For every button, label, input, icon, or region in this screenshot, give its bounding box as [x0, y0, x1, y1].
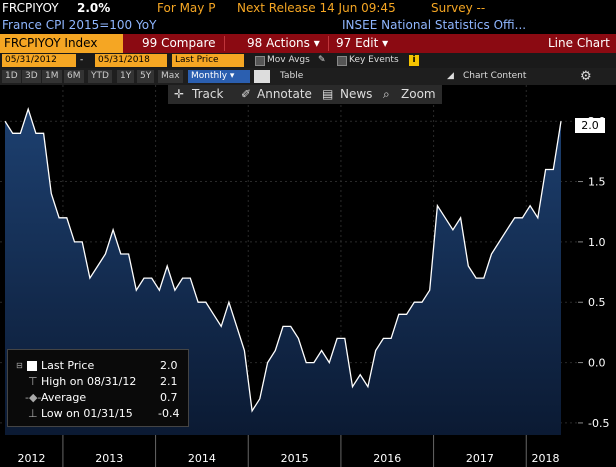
security-header: FRCPIYOY 2.0% For May P Next Release 14 …	[0, 0, 616, 17]
period-button-1m[interactable]: 1M	[42, 70, 62, 83]
pencil-icon[interactable]: ✎	[318, 55, 326, 65]
x-tick-label: 2016	[373, 452, 401, 465]
period-button-5y[interactable]: 5Y	[137, 70, 155, 83]
key-events-checkbox[interactable]	[337, 56, 347, 66]
legend: ⊟ Last Price 2.0 ⊤ High on 08/31/12 2.1 …	[7, 349, 189, 427]
x-tick-label: 2018	[532, 452, 560, 465]
price-line	[4, 106, 562, 413]
divider	[224, 36, 225, 51]
gear-icon[interactable]: ⚙	[580, 69, 592, 84]
legend-row-average: -◆- Average 0.7	[8, 390, 188, 406]
source: INSEE National Statistics Offi...	[342, 18, 527, 32]
chart-type-button[interactable]: Line Chart	[548, 36, 610, 50]
legend-value: 2.0	[160, 359, 178, 372]
legend-row-high: ⊤ High on 08/31/12 2.1	[8, 374, 188, 390]
swatch-icon	[27, 361, 37, 371]
mov-avgs-checkbox[interactable]	[255, 56, 265, 66]
period-bar: 1D 3D 1M 6M YTD 1Y 5Y Max Monthly ▾ Table ◢ Cha…	[0, 68, 616, 85]
legend-value: 2.1	[160, 375, 178, 388]
mov-avgs-label: Mov Avgs	[267, 55, 310, 65]
index-field[interactable]: FRCPIYOY Index	[0, 34, 123, 53]
chart-tools-bar: ✛ Track ✐ Annotate ▤ News ⌕ Zoom	[168, 85, 442, 104]
divider	[328, 36, 329, 51]
y-tick-label: -0.5	[588, 417, 609, 430]
actions-button[interactable]: 98 Actions ▾	[247, 34, 320, 53]
info-icon[interactable]: i	[409, 55, 419, 66]
period-button-ytd[interactable]: YTD	[88, 70, 112, 83]
x-tick-label: 2012	[17, 452, 45, 465]
compare-button[interactable]: 99 Compare	[142, 36, 216, 50]
x-tick-label: 2015	[281, 452, 309, 465]
table-button[interactable]: Table	[280, 71, 304, 81]
x-axis-band	[0, 435, 616, 467]
annotate-icon[interactable]: ✐	[241, 87, 252, 101]
y-tick-label: 1.0	[588, 236, 606, 249]
average-marker-icon: -◆-	[25, 391, 42, 404]
frequency-label: Monthly	[191, 71, 228, 81]
y-tick-label: 0.0	[588, 357, 606, 370]
high-marker-icon: ⊤	[28, 375, 38, 388]
legend-row-low: ⊥ Low on 01/31/15 -0.4	[8, 406, 188, 422]
date-range-bar: 05/31/2012 - 05/31/2018 Last Price Mov A…	[0, 53, 616, 68]
zoom-button[interactable]: Zoom	[401, 87, 436, 101]
date-dash: -	[80, 55, 84, 65]
chevron-down-icon: ▾	[313, 36, 320, 50]
chevron-down-icon: ▾	[382, 36, 389, 50]
y-tick-label: 1.5	[588, 176, 606, 189]
line-chart-icon[interactable]	[254, 70, 270, 83]
x-tick-label: 2014	[188, 452, 216, 465]
edit-button[interactable]: 97 Edit ▾	[336, 34, 388, 53]
legend-label: Average	[41, 391, 87, 404]
chart-content-button[interactable]: Chart Content	[463, 71, 527, 81]
news-button[interactable]: News	[340, 87, 373, 101]
x-tick-label: 2013	[95, 452, 123, 465]
y-axis: 2.0 1.5 1.0 0.5 0.0 -0.5	[578, 115, 609, 430]
period-button-max[interactable]: Max	[158, 70, 183, 83]
security-description: France CPI 2015=100 YoY	[2, 18, 157, 32]
ticker: FRCPIYOY	[2, 1, 59, 15]
edit-label: 97 Edit	[336, 36, 379, 50]
chart-content-icon[interactable]: ◢	[447, 71, 454, 81]
crosshair-icon[interactable]: ✛	[174, 87, 185, 101]
survey: Survey --	[431, 1, 486, 15]
legend-row-last: ⊟ Last Price 2.0	[8, 358, 188, 374]
period-button-6m[interactable]: 6M	[64, 70, 84, 83]
period-button-1d[interactable]: 1D	[2, 70, 21, 83]
security-subheader: France CPI 2015=100 YoY INSEE National S…	[0, 17, 616, 34]
x-axis: 2012 2013 2014 2015 2016 2017 2018	[17, 435, 560, 467]
low-marker-icon: ⊥	[28, 407, 38, 420]
field-label: Last Price	[175, 55, 219, 65]
y-tick-label: 0.5	[588, 296, 606, 309]
period-button-1y[interactable]: 1Y	[117, 70, 135, 83]
chevron-down-icon: ▾	[229, 71, 235, 81]
start-date-field[interactable]: 05/31/2012	[2, 54, 76, 67]
key-events-label: Key Events	[349, 55, 399, 65]
current-value-tag: 2.0	[575, 118, 605, 133]
news-icon[interactable]: ▤	[322, 87, 334, 101]
current-value: 2.0%	[77, 1, 111, 15]
frequency-selector[interactable]: Monthly ▾	[188, 70, 250, 83]
x-tick-label: 2017	[466, 452, 494, 465]
function-toolbar: FRCPIYOY Index 99 Compare 98 Actions ▾ 9…	[0, 34, 616, 53]
actions-label: 98 Actions	[247, 36, 310, 50]
legend-value: -0.4	[158, 407, 180, 420]
legend-label: Last Price	[41, 359, 95, 372]
for-period: For May P	[157, 1, 216, 15]
annotate-button[interactable]: Annotate	[257, 87, 312, 101]
next-release: Next Release 14 Jun 09:45	[237, 1, 396, 15]
period-button-3d[interactable]: 3D	[22, 70, 41, 83]
track-button[interactable]: Track	[192, 87, 224, 101]
field-selector[interactable]: Last Price	[172, 54, 244, 67]
collapse-icon[interactable]: ⊟	[16, 361, 23, 370]
end-date-field[interactable]: 05/31/2018	[95, 54, 167, 67]
legend-label: Low on 01/31/15	[41, 407, 133, 420]
zoom-icon[interactable]: ⌕	[383, 87, 390, 101]
legend-label: High on 08/31/12	[41, 375, 137, 388]
legend-value: 0.7	[160, 391, 178, 404]
